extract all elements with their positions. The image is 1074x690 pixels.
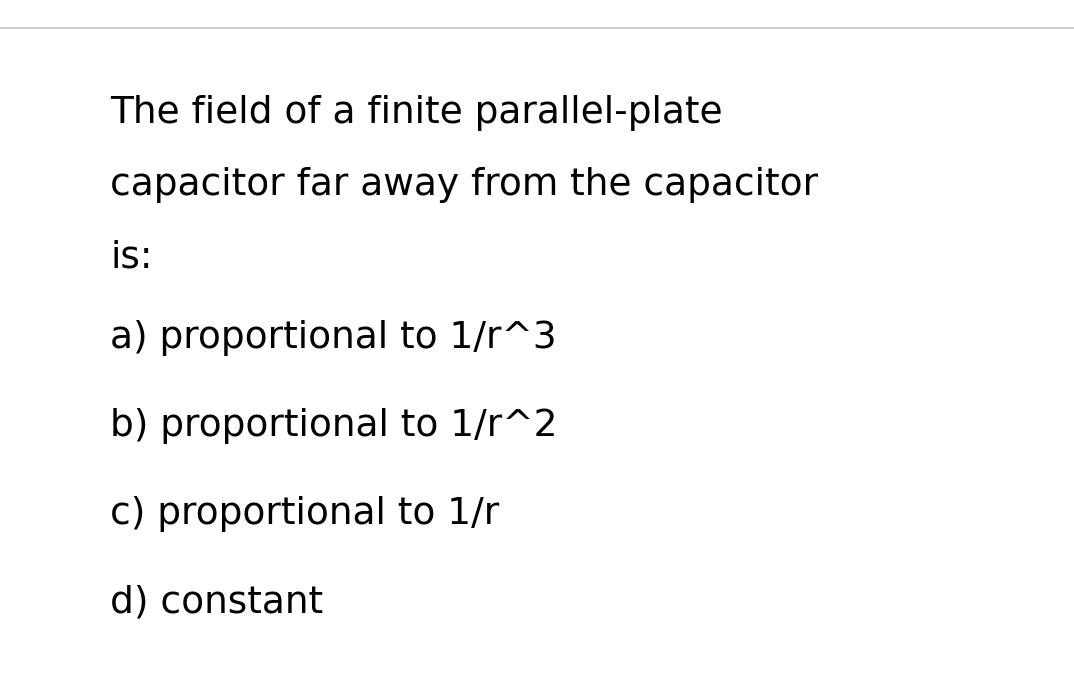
Text: d) constant: d) constant (110, 584, 323, 620)
Text: is:: is: (110, 239, 153, 275)
Text: b) proportional to 1/r^2: b) proportional to 1/r^2 (110, 408, 557, 444)
Text: capacitor far away from the capacitor: capacitor far away from the capacitor (110, 167, 818, 203)
Text: The field of a finite parallel-plate: The field of a finite parallel-plate (110, 95, 723, 131)
Text: a) proportional to 1/r^3: a) proportional to 1/r^3 (110, 320, 556, 356)
Text: c) proportional to 1/r: c) proportional to 1/r (110, 496, 499, 532)
